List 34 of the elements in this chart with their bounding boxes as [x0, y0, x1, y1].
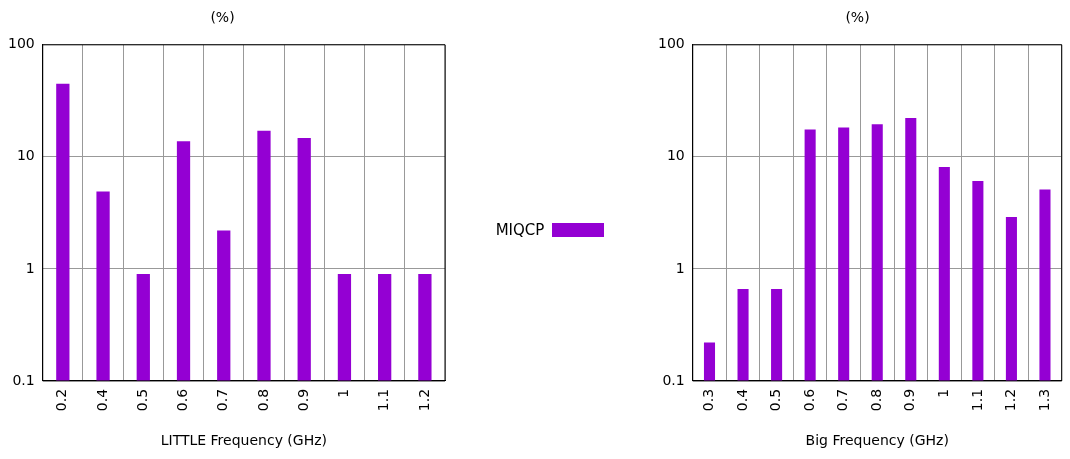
- y-tick-label: 10: [666, 147, 685, 164]
- x-tick-label: 0.5: [133, 388, 150, 412]
- x-axis-title: LITTLE Frequency (GHz): [160, 432, 328, 449]
- x-tick-label: 0.6: [800, 388, 817, 412]
- y-tick-label: 100: [7, 35, 35, 52]
- x-tick-label: 0.6: [174, 388, 191, 412]
- y-tick-label: 1: [25, 259, 35, 276]
- x-tick-label: 0.8: [867, 388, 884, 412]
- x-tick-label: 0.2: [53, 388, 70, 412]
- x-tick-label: 0.7: [214, 388, 231, 412]
- x-tick-label: 1: [335, 388, 352, 398]
- x-tick-label: 0.4: [93, 388, 110, 412]
- x-tick-label: 1.3: [1035, 388, 1052, 412]
- x-tick-label: 1.1: [375, 388, 392, 412]
- x-tick-label: 0.9: [294, 388, 311, 412]
- y-tick-label: 100: [657, 35, 685, 52]
- y-tick-label: 10: [16, 147, 35, 164]
- y-tick-label: 1: [675, 259, 685, 276]
- x-tick-label: 0.8: [254, 388, 271, 412]
- legend-label: MIQCP: [495, 220, 545, 239]
- x-tick-label: 1.1: [968, 388, 985, 412]
- x-axis-title: Big Frequency (GHz): [805, 432, 949, 449]
- chart-title: (%): [210, 9, 235, 26]
- x-tick-label: 0.9: [901, 388, 918, 412]
- x-tick-label: 1: [934, 388, 951, 398]
- x-tick-label: 0.5: [767, 388, 784, 412]
- chart-title: (%): [845, 9, 870, 26]
- x-tick-label: 1.2: [1002, 388, 1019, 412]
- x-tick-label: 0.3: [700, 388, 717, 412]
- y-tick-label: 0.1: [12, 371, 35, 388]
- y-tick-label: 0.1: [662, 371, 685, 388]
- x-tick-label: 1.2: [415, 388, 432, 412]
- x-tick-label: 0.4: [733, 388, 750, 412]
- x-tick-label: 0.7: [834, 388, 851, 412]
